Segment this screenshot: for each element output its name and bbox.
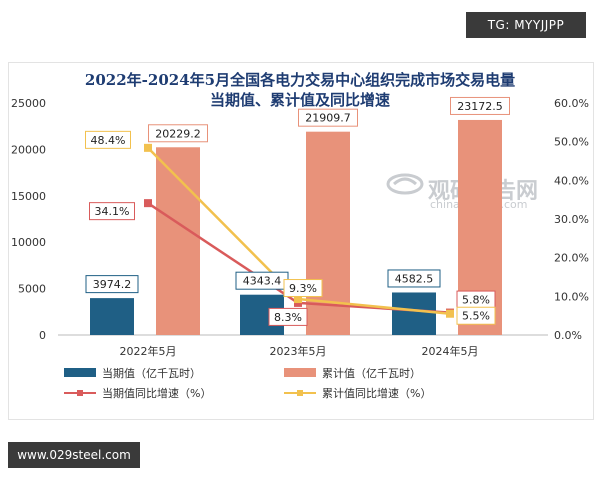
y-left-tick-label: 5000 [18,283,46,296]
chart-title-line2: 当期值、累计值及同比增速 [209,91,390,109]
y-right-tick-label: 20.0% [554,252,589,265]
legend-label: 当期值同比增速（%） [102,386,211,400]
tg-badge: TG: MYYJJPP [466,12,586,38]
bar-current-label-box [85,275,139,294]
cumulative-growth-point [446,309,454,318]
current-growth-label: 34.1% [95,205,130,218]
chart-title: 2022年-2024年5月全国各电力交易中心组织完成市场交易电量 当期值、累计值… [40,70,560,110]
bar-cumulative [156,147,200,335]
y-right-tick-label: 50.0% [554,136,589,149]
legend-marker [297,390,303,396]
current-growth-label: 8.3% [274,311,302,324]
y-left-tick-label: 10000 [11,236,46,249]
y-left-tick-label: 25000 [11,97,46,110]
y-right-tick-label: 60.0% [554,97,589,110]
current-growth-label-box [268,307,308,326]
legend-label: 当期值（亿千瓦时） [102,366,201,380]
watermark-logo-icon [386,173,424,195]
cumulative-growth-label: 9.3% [289,282,317,295]
cumulative-growth-label: 5.5% [462,310,490,323]
current-growth-point [144,199,152,208]
bar-cumulative-label: 20229.2 [155,127,201,140]
cumulative-growth-label-box [85,130,131,149]
y-right-tick-label: 30.0% [554,213,589,226]
bar-current [392,292,436,335]
site-badge: www.029steel.com [8,442,140,468]
legend-swatch [64,368,96,377]
bar-current-label: 4582.5 [395,272,434,285]
x-tick-label: 2022年5月 [120,344,177,358]
bar-current-label: 3974.2 [93,278,132,291]
legend-label: 累计值（亿千瓦时） [322,367,421,380]
y-right-tick-label: 0.0% [554,329,582,342]
bar-current-label: 4343.4 [243,275,282,288]
x-tick-label: 2023年5月 [270,344,327,358]
cumulative-growth-label-box [283,279,323,298]
cumulative-growth-point [144,143,152,152]
bar-cumulative-label-box [148,124,208,143]
y-right-tick-label: 10.0% [554,290,589,303]
cumulative-growth-label-box [456,306,496,325]
legend-swatch [284,368,316,377]
y-left-tick-label: 20000 [11,143,46,156]
legend-marker [77,390,83,396]
bar-cumulative-label-box [298,108,358,127]
chart-title-line1: 2022年-2024年5月全国各电力交易中心组织完成市场交易电量 [84,71,516,89]
y-left-tick-label: 15000 [11,190,46,203]
y-left-tick-label: 0 [39,329,46,342]
x-tick-label: 2024年5月 [422,344,479,358]
y-right-tick-label: 40.0% [554,174,589,187]
cumulative-growth-label: 48.4% [91,134,126,147]
bar-cumulative-label: 23172.5 [457,100,503,113]
current-growth-label: 5.8% [462,294,490,307]
bar-cumulative-label-box [450,96,510,115]
bar-current-label-box [387,269,441,288]
legend-label: 累计值同比增速（%） [322,386,431,400]
current-growth-label-box [89,202,135,221]
bar-current [90,298,134,335]
cumulative-growth-point [294,295,302,304]
bar-cumulative-label: 21909.7 [305,112,351,125]
